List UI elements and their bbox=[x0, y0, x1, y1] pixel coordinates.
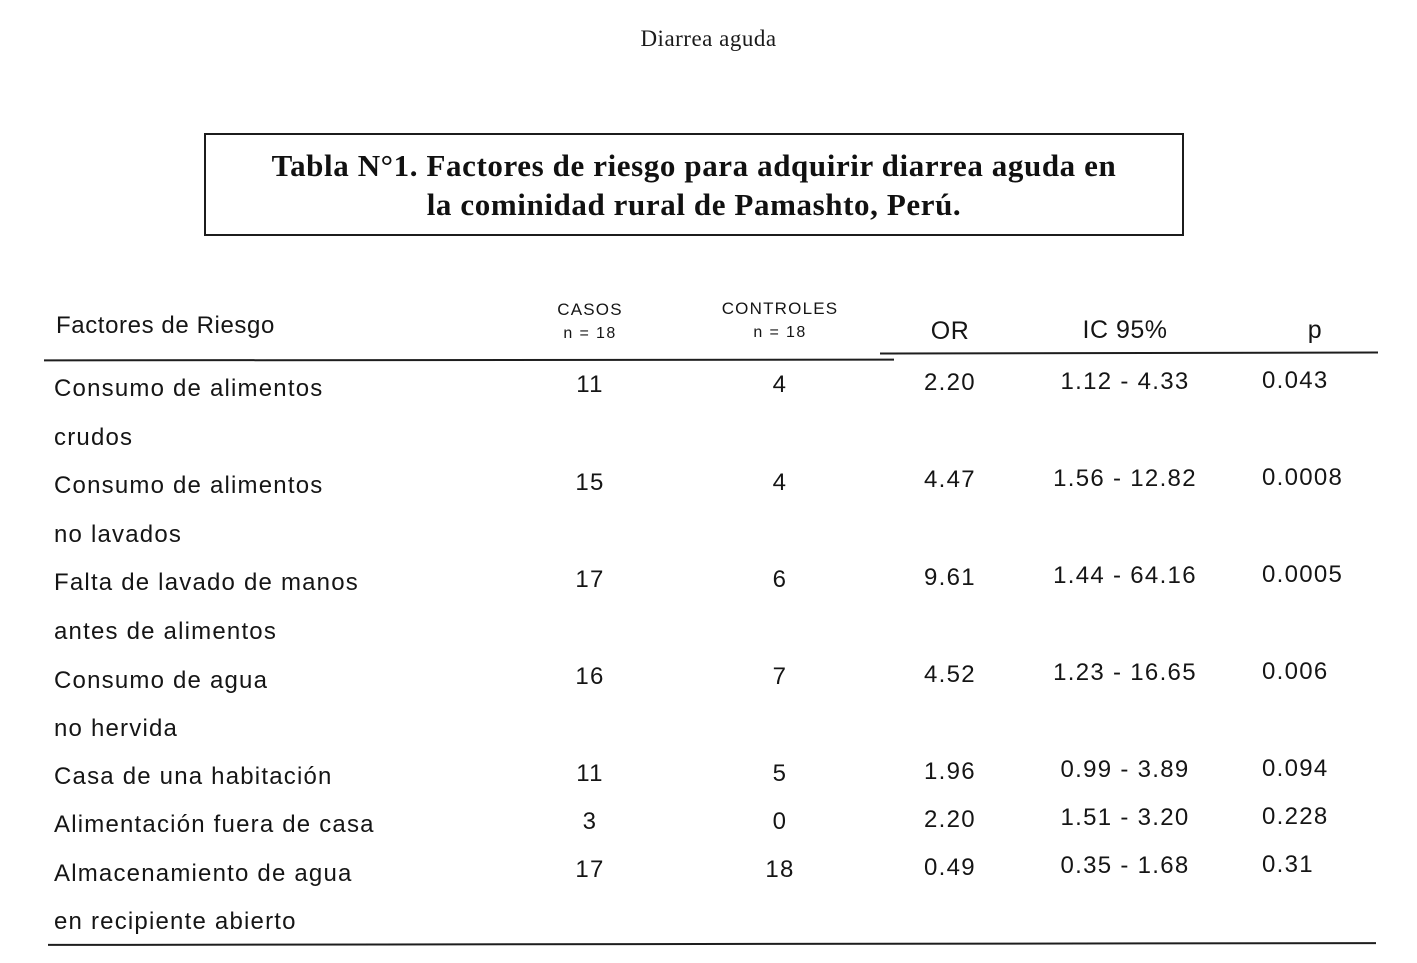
row-controles: 4 bbox=[772, 371, 788, 398]
caption-line-1: Tabla N°1. Factores de riesgo para adqui… bbox=[271, 147, 1117, 183]
header-controles-n: n = 18 bbox=[753, 324, 807, 341]
header-casos-n: n = 18 bbox=[563, 325, 617, 342]
row-factor-line2: antes de alimentos bbox=[54, 618, 278, 645]
running-header: Diarrea aguda bbox=[640, 26, 777, 51]
row-controles: 0 bbox=[772, 808, 788, 835]
row-factor-line2: en recipiente abierto bbox=[54, 908, 297, 935]
row-casos: 11 bbox=[576, 760, 604, 787]
header-rule-left bbox=[43, 358, 895, 362]
row-p: 0.043 bbox=[1262, 367, 1329, 394]
row-factor-line1: Falta de lavado de manos bbox=[54, 569, 359, 596]
row-controles: 7 bbox=[772, 663, 788, 690]
header-p: p bbox=[1307, 316, 1323, 344]
row-factor-line2: no hervida bbox=[54, 715, 179, 742]
row-factor-line1: Consumo de agua bbox=[54, 667, 269, 694]
row-casos: 11 bbox=[576, 371, 604, 398]
row-controles: 5 bbox=[772, 760, 788, 787]
row-casos: 3 bbox=[582, 808, 598, 835]
row-casos: 16 bbox=[575, 663, 605, 690]
header-controles-label: CONTROLES bbox=[721, 299, 839, 318]
row-or: 2.20 bbox=[924, 369, 976, 396]
row-ic: 1.23 - 16.65 bbox=[1053, 659, 1197, 686]
header-or: OR bbox=[930, 317, 970, 345]
row-ic: 0.35 - 1.68 bbox=[1060, 852, 1190, 879]
header-casos-label: CASOS bbox=[557, 300, 623, 319]
row-p: 0.31 bbox=[1262, 851, 1314, 878]
header-casos: CASOS n = 18 bbox=[540, 298, 640, 346]
caption-line-2: la cominidad rural de Pamashto, Perú. bbox=[426, 186, 962, 222]
row-or: 4.47 bbox=[924, 466, 976, 493]
header-rule-right bbox=[879, 351, 1379, 355]
header-controles: CONTROLES n = 18 bbox=[700, 297, 860, 345]
row-ic: 1.51 - 3.20 bbox=[1060, 804, 1190, 831]
table-caption: Tabla N°1. Factores de riesgo para adqui… bbox=[204, 133, 1184, 236]
row-or: 2.20 bbox=[924, 806, 976, 833]
header-ic: IC 95% bbox=[1082, 316, 1168, 344]
row-casos: 17 bbox=[575, 566, 605, 593]
row-controles: 6 bbox=[772, 566, 788, 593]
row-ic: 0.99 - 3.89 bbox=[1060, 756, 1190, 783]
row-controles: 18 bbox=[765, 856, 795, 883]
row-ic: 1.12 - 4.33 bbox=[1060, 368, 1190, 395]
row-factor-line2: no lavados bbox=[54, 521, 183, 548]
row-or: 9.61 bbox=[924, 564, 976, 591]
row-factor-line2: crudos bbox=[54, 424, 134, 451]
row-factor-line1: Alimentación fuera de casa bbox=[54, 811, 375, 838]
row-factor-line1: Almacenamiento de agua bbox=[54, 860, 353, 887]
row-factor-line1: Consumo de alimentos bbox=[54, 375, 324, 402]
row-ic: 1.44 - 64.16 bbox=[1053, 562, 1197, 589]
row-p: 0.006 bbox=[1262, 658, 1329, 685]
row-p: 0.0005 bbox=[1262, 561, 1344, 588]
row-p: 0.0008 bbox=[1262, 464, 1344, 491]
row-ic: 1.56 - 12.82 bbox=[1053, 465, 1197, 492]
row-or: 1.96 bbox=[924, 758, 976, 785]
row-factor-line1: Consumo de alimentos bbox=[54, 472, 324, 499]
row-p: 0.094 bbox=[1262, 755, 1329, 782]
row-or: 0.49 bbox=[924, 854, 976, 881]
row-factor-line1: Casa de una habitación bbox=[54, 763, 333, 790]
row-casos: 17 bbox=[575, 856, 605, 883]
row-casos: 15 bbox=[575, 469, 605, 496]
header-factor: Factores de Riesgo bbox=[56, 312, 275, 339]
row-p: 0.228 bbox=[1262, 803, 1329, 830]
row-or: 4.52 bbox=[924, 661, 976, 688]
row-controles: 4 bbox=[772, 469, 788, 496]
